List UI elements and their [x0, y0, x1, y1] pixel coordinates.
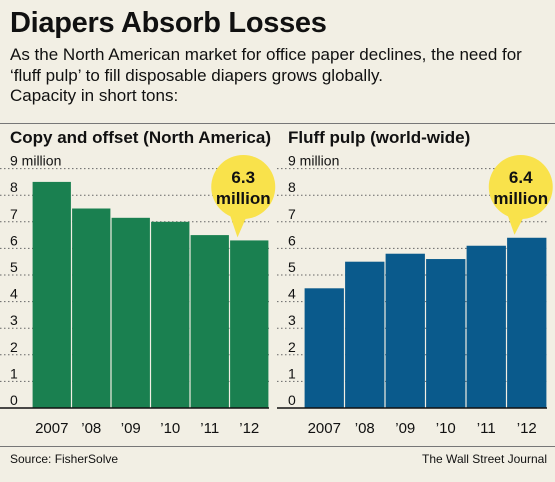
- copy-bar: [111, 217, 150, 408]
- source-note: Source: FisherSolve: [10, 452, 119, 466]
- subtitle-line: Capacity in short tons:: [10, 86, 179, 105]
- y-tick-label: 9 million: [288, 153, 339, 169]
- y-tick-label: 6: [288, 232, 296, 248]
- x-tick-label: ’08: [355, 420, 375, 437]
- x-tick-label: ’10: [436, 420, 456, 437]
- y-tick-label: 2: [288, 339, 296, 355]
- fluff-pulp-chart-title: Fluff pulp (world-wide): [288, 128, 471, 147]
- y-tick-label: 0: [10, 392, 18, 408]
- x-tick-label: ’12: [239, 420, 259, 437]
- x-tick-label: ’10: [160, 420, 180, 437]
- y-tick-label: 8: [288, 179, 296, 195]
- chart-main-title: Diapers Absorb Losses: [10, 7, 327, 39]
- y-tick-label: 1: [10, 365, 18, 381]
- y-tick-label: 5: [10, 259, 18, 275]
- y-tick-label: 6: [10, 232, 18, 248]
- x-tick-label: 2007: [35, 420, 68, 437]
- chart-subtitle: As the North American market for office …: [10, 45, 550, 107]
- header-divider: [0, 123, 555, 124]
- y-tick-label: 7: [10, 206, 18, 222]
- copy-offset-bar-chart: 0 1 2 3 4 5 6 7 8 9 million 2007 ’08 ’09 ’10 ’11 ’12 6.3…: [0, 153, 276, 437]
- y-tick-label: 8: [10, 179, 18, 195]
- y-tick-label: 1: [288, 365, 296, 381]
- y-tick-label: 7: [288, 206, 296, 222]
- x-tick-label: ’11: [477, 420, 496, 437]
- y-tick-label: 0: [288, 392, 296, 408]
- footer-divider: [0, 446, 555, 447]
- fluff-bar: [426, 259, 466, 408]
- callout-value: 6.3: [231, 168, 255, 187]
- value-callout: 6.4 million: [488, 155, 553, 235]
- subtitle-line: As the North American market for office …: [10, 45, 522, 64]
- y-tick-label: 9 million: [10, 153, 61, 169]
- fluff-bar: [345, 261, 385, 408]
- callout-bubble: [488, 155, 553, 219]
- fluff-pulp-bar-chart: 0 1 2 3 4 5 6 7 8 9 million 2007 ’08 ’09 ’10 ’11 ’12 6.4…: [277, 153, 553, 437]
- y-tick-label: 4: [10, 286, 18, 302]
- x-tick-label: ’08: [81, 420, 101, 437]
- fluff-bar: [385, 253, 425, 408]
- copy-bar: [230, 240, 269, 408]
- copy-bar: [190, 235, 229, 408]
- y-tick-label: 2: [10, 339, 18, 355]
- callout-unit: million: [493, 189, 548, 208]
- copy-offset-chart-title: Copy and offset (North America): [10, 128, 272, 147]
- x-tick-label: ’09: [395, 420, 415, 437]
- x-tick-label: ’12: [517, 420, 537, 437]
- copy-bar: [32, 181, 71, 408]
- copy-bar: [151, 221, 190, 408]
- copy-bar: [72, 208, 111, 408]
- publisher-credit: The Wall Street Journal: [422, 452, 547, 466]
- fluff-bar: [304, 288, 344, 408]
- y-tick-label: 5: [288, 259, 296, 275]
- x-tick-label: ’11: [200, 420, 219, 437]
- y-tick-label: 3: [288, 312, 296, 328]
- x-tick-label: 2007: [308, 420, 341, 437]
- value-callout: 6.3 million: [211, 155, 276, 238]
- callout-bubble: [211, 155, 276, 219]
- callout-value: 6.4: [509, 168, 533, 187]
- fluff-bar: [507, 237, 547, 408]
- callout-unit: million: [216, 189, 271, 208]
- subtitle-line: ‘fluff pulp’ to fill disposable diapers …: [10, 65, 383, 85]
- y-tick-label: 3: [10, 312, 18, 328]
- y-tick-label: 4: [288, 286, 296, 302]
- x-tick-label: ’09: [121, 420, 141, 437]
- fluff-bar: [466, 245, 506, 408]
